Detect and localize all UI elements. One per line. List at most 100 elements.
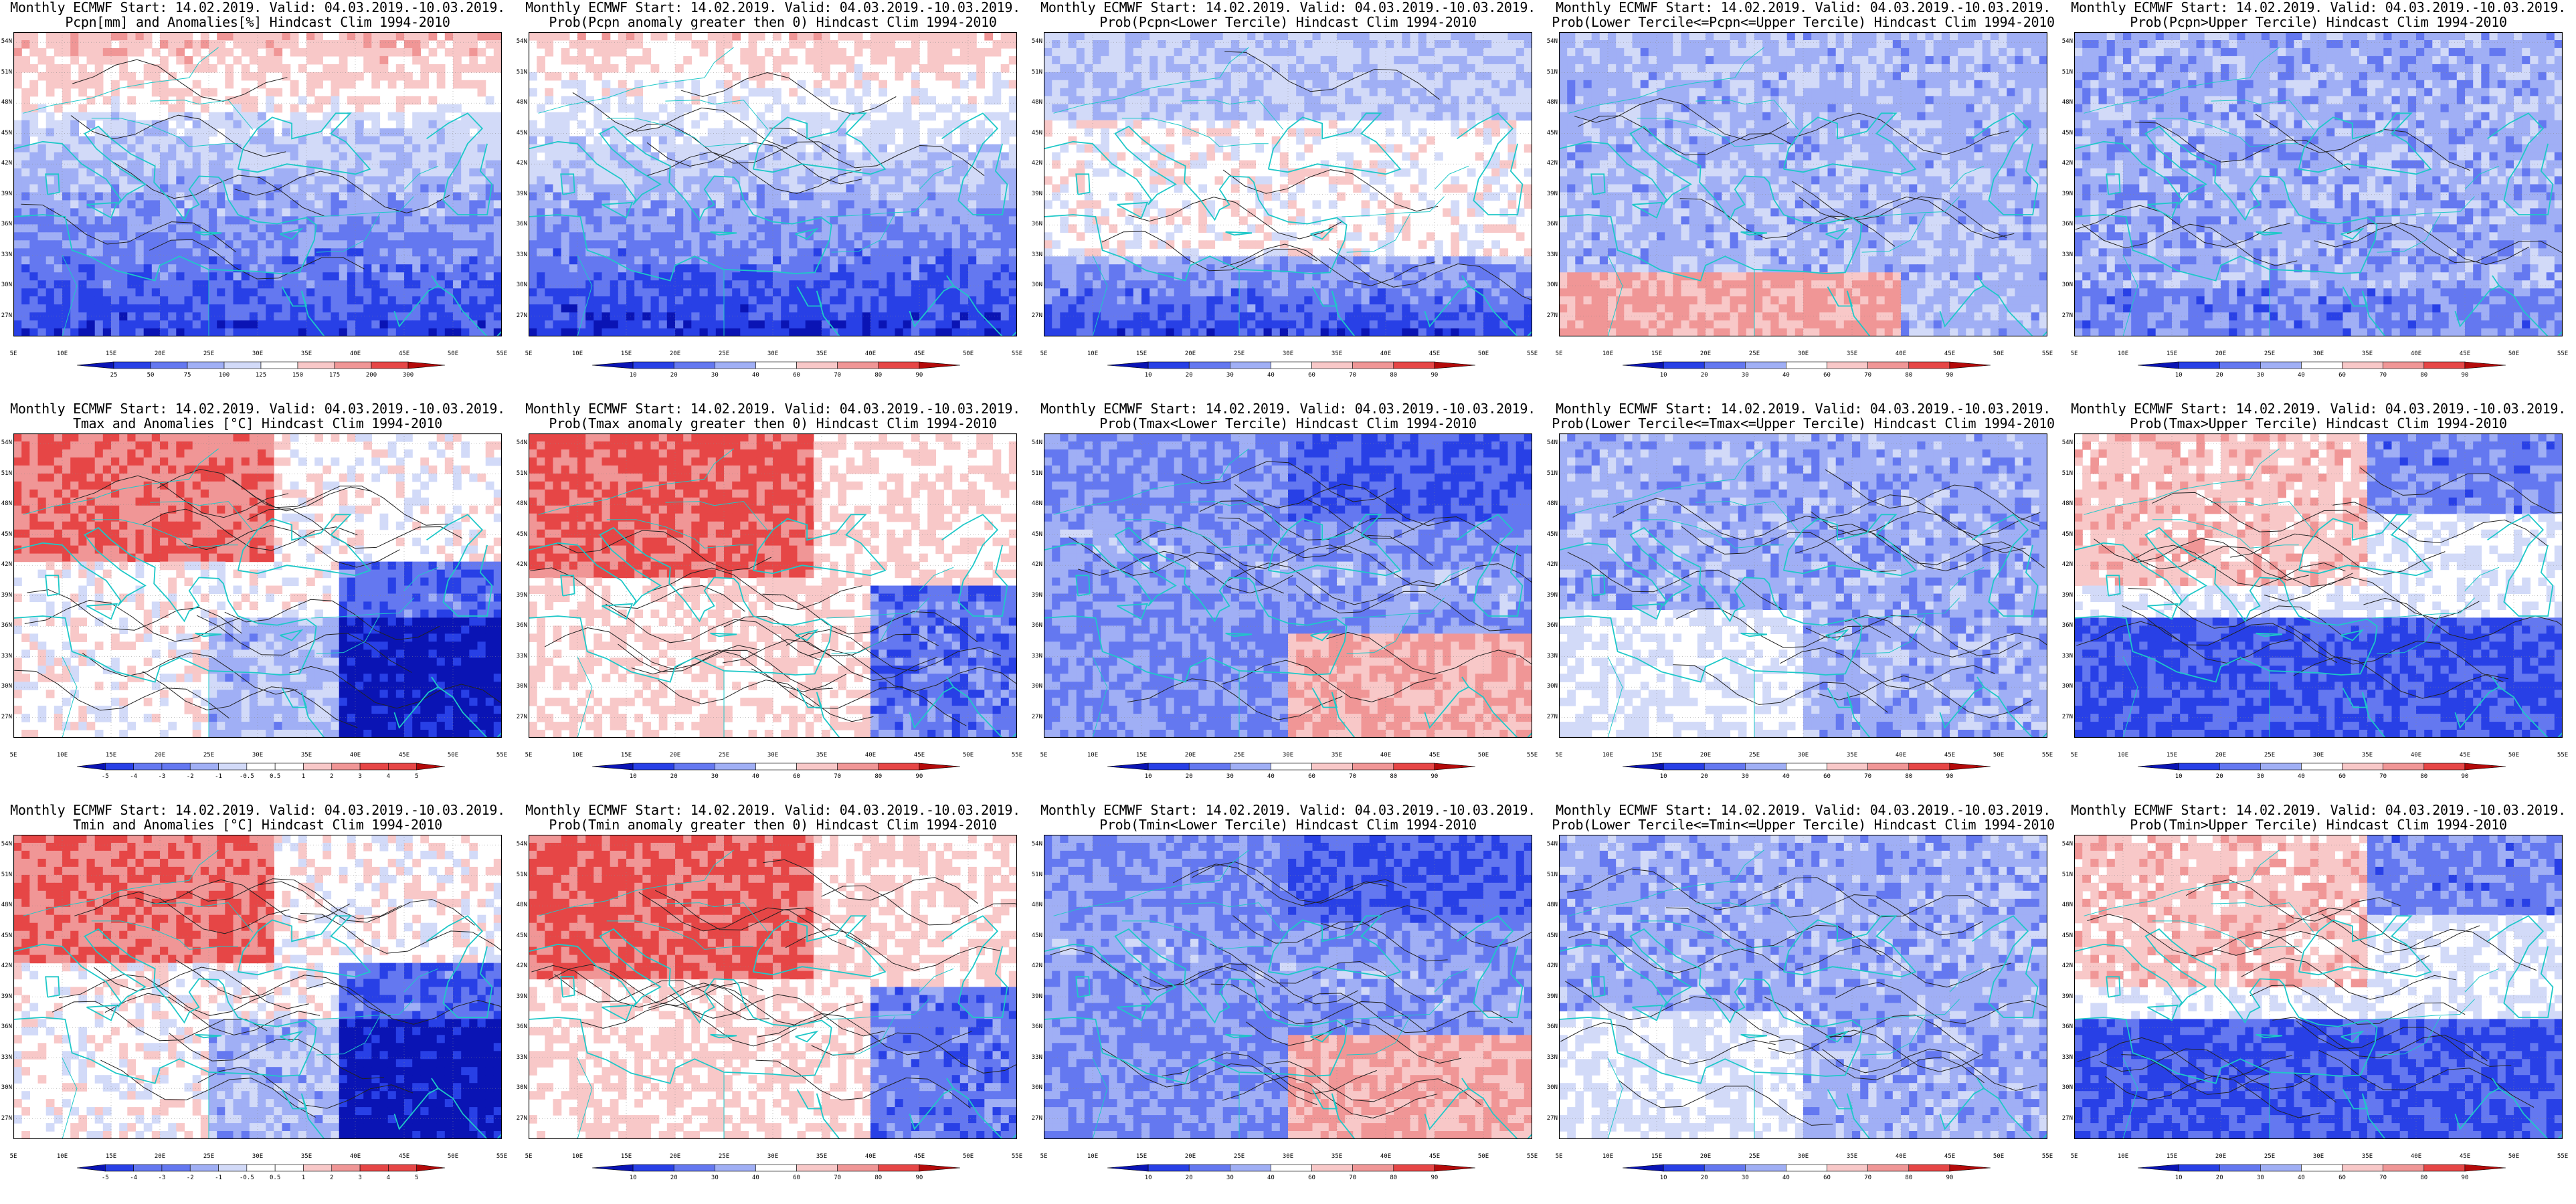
lon-tick-label: 5E	[3, 350, 23, 357]
field-cell	[453, 128, 462, 137]
field-cell	[111, 136, 120, 145]
field-cell	[789, 184, 798, 193]
field-cell	[387, 136, 397, 145]
lon-tick-label: 50E	[958, 350, 978, 357]
lon-tick-label: 50E	[443, 350, 463, 357]
field-cell	[209, 168, 217, 177]
field-cell	[45, 280, 55, 289]
field-cell	[1279, 88, 1289, 97]
field-cell	[1263, 56, 1273, 65]
field-cell	[919, 200, 928, 209]
field-cell	[13, 240, 22, 249]
field-cell	[347, 120, 356, 129]
field-cell	[895, 152, 904, 161]
field-cell	[493, 144, 502, 153]
field-cell	[618, 152, 627, 161]
field-cell	[1451, 72, 1460, 81]
field-cell	[306, 128, 315, 137]
field-cell	[323, 280, 332, 289]
field-cell	[29, 304, 39, 313]
field-cell	[1386, 80, 1394, 89]
field-cell	[561, 47, 570, 57]
field-cell	[1451, 120, 1460, 129]
field-cell	[862, 288, 871, 297]
field-cell	[1239, 160, 1248, 169]
field-cell	[879, 32, 887, 41]
field-cell	[691, 144, 701, 153]
field-cell	[602, 320, 611, 329]
field-cell	[715, 256, 725, 265]
field-cell	[420, 56, 430, 65]
field-cell	[395, 112, 405, 121]
field-cell	[45, 272, 55, 281]
field-cell	[529, 240, 537, 249]
field-cell	[428, 296, 438, 305]
field-cell	[870, 144, 879, 153]
field-cell	[371, 320, 381, 329]
field-cell	[225, 312, 234, 321]
field-cell	[1499, 32, 1509, 41]
field-cell	[1345, 40, 1354, 49]
field-cell	[1418, 112, 1427, 121]
field-cell	[37, 240, 47, 249]
field-cell	[1230, 88, 1240, 97]
field-cell	[314, 248, 323, 257]
field-cell	[127, 232, 136, 241]
colorbar-bin	[715, 361, 756, 369]
field-cell	[70, 168, 79, 177]
field-cell	[854, 328, 863, 336]
field-cell	[789, 152, 798, 161]
field-cell	[691, 208, 701, 217]
field-cell	[854, 47, 863, 57]
field-cell	[160, 64, 169, 73]
field-cell	[1475, 56, 1484, 65]
field-cell	[870, 208, 879, 217]
field-cell	[1288, 104, 1297, 113]
field-cell	[569, 264, 578, 273]
field-cell	[54, 216, 63, 225]
field-cell	[1524, 144, 1532, 153]
field-cell	[813, 272, 822, 281]
field-cell	[593, 72, 603, 81]
field-cell	[29, 288, 39, 297]
field-cell	[387, 248, 397, 257]
field-cell	[764, 152, 773, 161]
field-cell	[444, 47, 454, 57]
field-cell	[1435, 40, 1443, 49]
field-cell	[805, 288, 814, 297]
field-cell	[830, 192, 838, 201]
field-cell	[127, 280, 136, 289]
field-cell	[1263, 32, 1273, 41]
field-cell	[1052, 112, 1061, 121]
field-cell	[469, 32, 478, 41]
field-cell	[200, 64, 209, 73]
field-cell	[813, 56, 822, 65]
field-cell	[485, 320, 494, 329]
field-cell	[62, 64, 71, 73]
field-cell	[477, 288, 486, 297]
field-cell	[1402, 104, 1411, 113]
field-cell	[1507, 96, 1517, 105]
field-cell	[436, 72, 446, 81]
field-cell	[1394, 32, 1402, 41]
field-cell	[1000, 264, 1010, 273]
field-cell	[1255, 40, 1265, 49]
field-cell	[274, 104, 283, 113]
field-cell	[241, 120, 250, 129]
field-cell	[911, 304, 920, 313]
field-cell	[707, 312, 717, 321]
field-cell	[70, 112, 79, 121]
field-cell	[200, 232, 209, 241]
field-cell	[1101, 40, 1109, 49]
field-cell	[927, 32, 936, 41]
field-cell	[444, 32, 454, 41]
field-cell	[453, 312, 462, 321]
field-cell	[29, 152, 39, 161]
field-cell	[1052, 40, 1061, 49]
field-cell	[968, 32, 977, 41]
field-cell	[553, 248, 562, 257]
field-cell	[756, 208, 765, 217]
field-cell	[666, 312, 676, 321]
field-cell	[1467, 80, 1476, 89]
field-cell	[1230, 176, 1240, 185]
